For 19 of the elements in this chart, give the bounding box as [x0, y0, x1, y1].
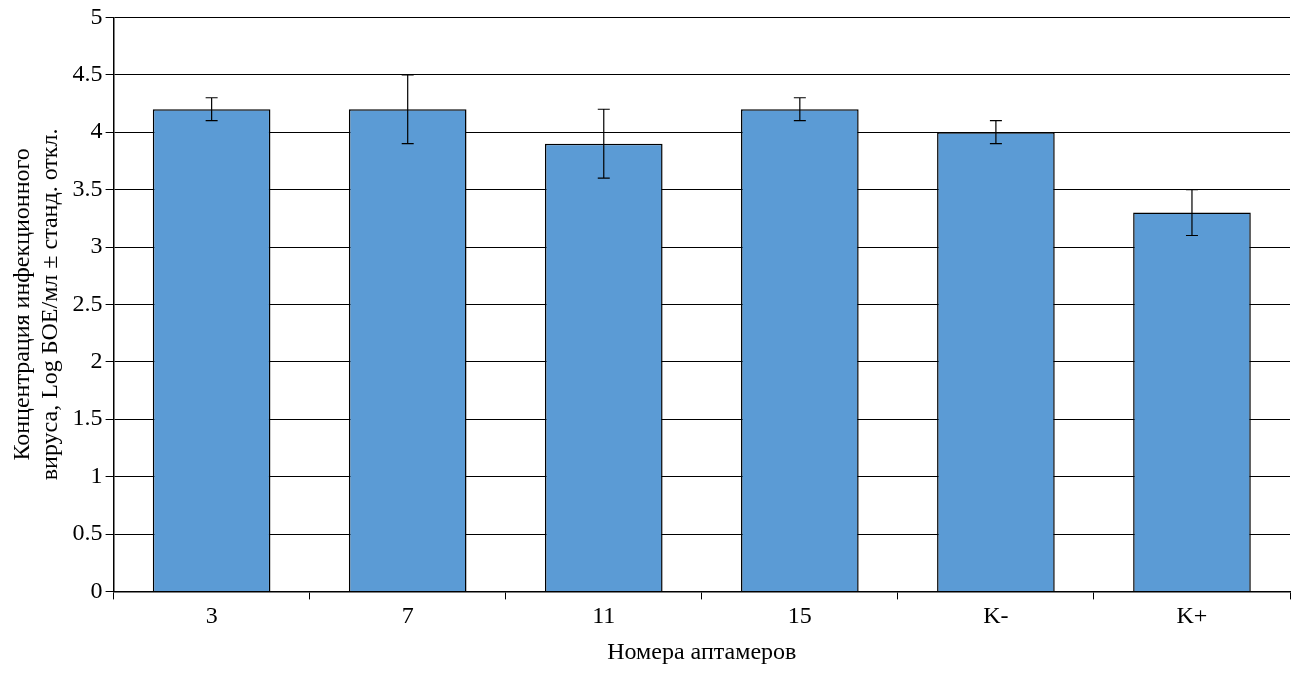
- y-axis-title: Концентрация инфекционного вируса, Log БОЕ/мл ± станд. откл.: [7, 128, 63, 481]
- y-tick-label: 1: [90, 461, 103, 488]
- y-tick-label: 2: [90, 347, 103, 374]
- x-tick-label: 7: [401, 602, 414, 629]
- x-tick-label: K-: [983, 602, 1009, 629]
- y-tick-label: 4: [90, 117, 103, 144]
- y-tick-label: 1.5: [72, 404, 103, 431]
- y-tick-label: 3: [90, 232, 103, 259]
- x-tick-label: 11: [592, 602, 616, 629]
- y-tick-label: 0.5: [72, 519, 103, 546]
- x-tick-label: K+: [1176, 602, 1208, 629]
- y-tick-label: 3.5: [72, 174, 103, 201]
- y-tick-label: 0: [90, 576, 103, 603]
- y-tick-label: 2.5: [72, 289, 103, 316]
- y-tick-label: 5: [90, 2, 103, 29]
- x-tick-label: 15: [787, 602, 812, 629]
- x-tick-label: 3: [205, 602, 218, 629]
- y-tick-label: 4.5: [72, 60, 103, 87]
- x-axis-title: Номера аптамеров: [607, 637, 797, 664]
